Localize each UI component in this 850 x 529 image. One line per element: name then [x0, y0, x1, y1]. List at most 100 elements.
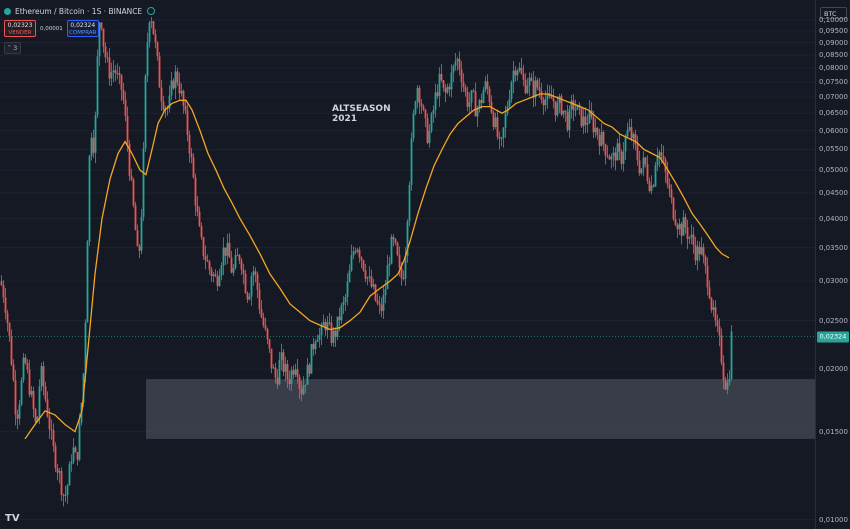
candle-body: [110, 72, 113, 79]
candle-body: [98, 22, 101, 57]
exchange-logo-icon: [4, 8, 11, 15]
candle-body: [626, 130, 629, 137]
candle-body: [106, 57, 109, 59]
candle-body: [726, 382, 729, 390]
candle-body: [316, 339, 319, 342]
candle-body: [612, 152, 615, 157]
sell-button[interactable]: 0,02323 VENDER: [4, 20, 36, 37]
trade-buttons: 0,02323 VENDER 0,00001 0,02324 COMPRAR: [4, 20, 99, 37]
candle-body: [232, 268, 235, 273]
candle-body: [226, 242, 229, 256]
candle-body: [220, 265, 223, 276]
candle-body: [624, 136, 627, 152]
candle-body: [6, 312, 9, 323]
candle-body: [596, 127, 599, 136]
candle-body: [438, 73, 441, 97]
candle-body: [730, 331, 733, 380]
candle-body: [286, 364, 289, 380]
candle-body: [182, 90, 185, 107]
candle-body: [154, 34, 157, 43]
candle-body: [166, 108, 169, 110]
candle-body: [628, 127, 631, 131]
market-status-icon[interactable]: [147, 7, 155, 15]
currency-selector[interactable]: BTC: [820, 7, 847, 19]
candle-body: [638, 160, 641, 174]
candle-body: [206, 260, 209, 262]
symbol-text: Ethereum / Bitcoin · 1S · BINANCE: [15, 7, 143, 16]
candle-body: [538, 87, 541, 91]
candle-body: [386, 265, 389, 290]
candle-body: [504, 113, 507, 128]
current-price-label: 0,02324: [817, 331, 849, 343]
candle-body: [362, 260, 365, 271]
tradingview-logo[interactable]: TV: [5, 513, 20, 524]
candle-body: [266, 328, 269, 340]
candle-body: [700, 247, 703, 255]
candle-body: [570, 100, 573, 110]
candle-body: [652, 185, 655, 187]
candle-body: [128, 143, 131, 176]
candle-body: [564, 110, 567, 112]
candle-body: [404, 255, 407, 279]
candle-body: [104, 46, 107, 58]
price-chart[interactable]: [0, 0, 815, 529]
price-axis[interactable]: BTC 0,10000 0,09500 0,09000 0,08500 0,08000 0…: [815, 0, 850, 529]
candle-body: [48, 416, 51, 430]
candle-body: [632, 134, 635, 139]
candle-body: [650, 185, 653, 191]
symbol-title[interactable]: Ethereum / Bitcoin · 1S · BINANCE: [4, 7, 142, 16]
candle-body: [366, 277, 369, 279]
candle-body: [340, 305, 343, 321]
axis-tick-label: 0,04500: [819, 189, 848, 198]
axis-tick-label: 0,03500: [819, 243, 848, 252]
candle-body: [618, 143, 621, 152]
buy-button[interactable]: 0,02324 COMPRAR: [66, 20, 99, 37]
candle-body: [412, 113, 415, 139]
candle-body: [50, 429, 53, 431]
candle-body: [180, 90, 183, 94]
candle-body: [338, 316, 341, 321]
indicators-toggle[interactable]: ˅ 3: [4, 42, 21, 54]
candle-body: [302, 385, 305, 395]
candle-body: [720, 335, 723, 363]
candle-body: [392, 236, 395, 240]
candle-body: [448, 86, 451, 90]
candle-body: [62, 494, 65, 496]
candle-body: [238, 255, 241, 261]
candle-body: [234, 255, 237, 269]
candle-body: [568, 109, 571, 130]
candle-body: [384, 289, 387, 296]
candle-body: [420, 103, 423, 107]
candle-body: [312, 344, 315, 350]
candle-body: [102, 28, 105, 47]
candle-body: [670, 189, 673, 198]
axis-tick-label: 0,06000: [819, 126, 848, 135]
candle-body: [574, 109, 577, 111]
candle-body: [44, 386, 47, 400]
axis-tick-label: 0,05500: [819, 145, 848, 154]
candle-body: [144, 75, 147, 149]
candle-body: [148, 22, 151, 43]
candle-body: [724, 380, 727, 390]
axis-tick-label: 0,01000: [819, 515, 848, 524]
candle-body: [582, 116, 585, 127]
candle-body: [436, 92, 439, 97]
candle-body: [370, 276, 373, 287]
candle-body: [230, 257, 233, 273]
candle-body: [688, 237, 691, 239]
chart-plot[interactable]: [0, 0, 815, 529]
candle-body: [272, 367, 275, 369]
candle-body: [556, 103, 559, 116]
candle-body: [54, 445, 57, 469]
candle-body: [330, 322, 333, 343]
candle-body: [146, 42, 149, 76]
candle-body: [728, 379, 731, 383]
candle-body: [136, 230, 139, 247]
candle-body: [160, 87, 163, 102]
candle-body: [678, 223, 681, 230]
candle-body: [284, 364, 287, 372]
candle-body: [0, 281, 3, 286]
candle-body: [306, 364, 309, 385]
candle-body: [380, 304, 383, 311]
candle-body: [480, 100, 483, 103]
